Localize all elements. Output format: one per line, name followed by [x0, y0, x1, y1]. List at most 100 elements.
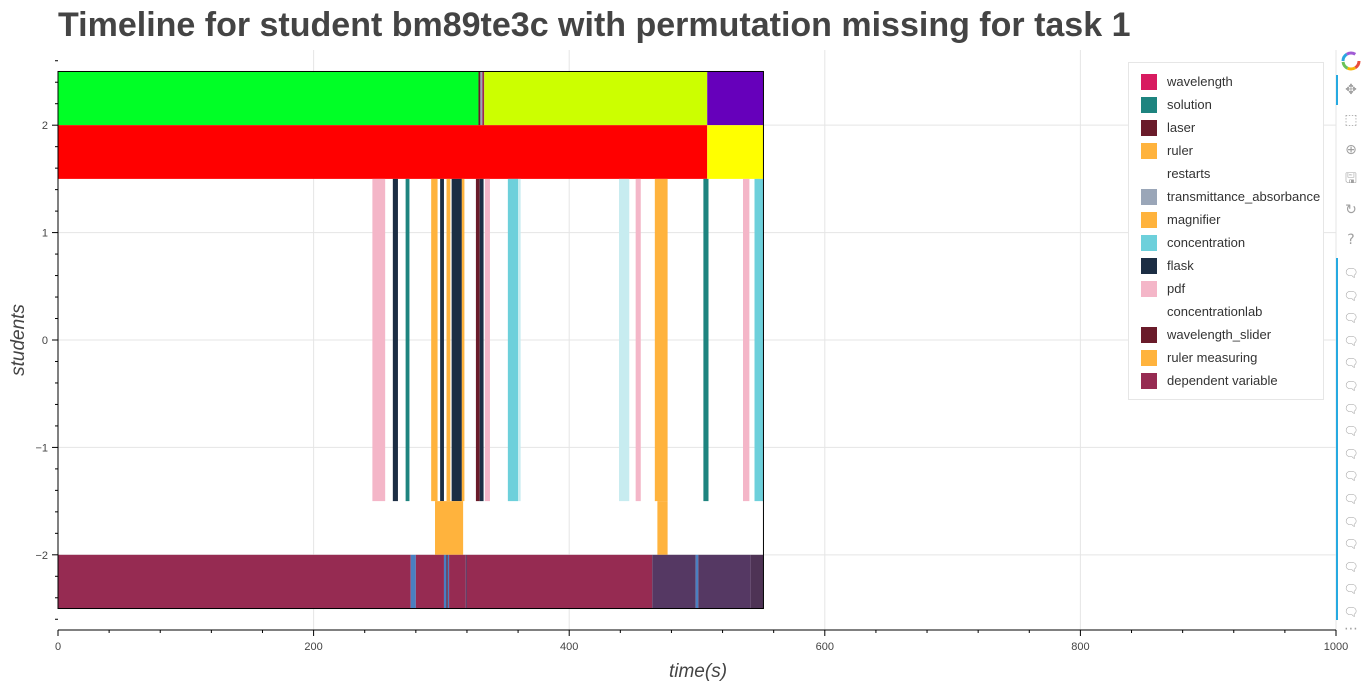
timeline-bar	[440, 178, 444, 502]
timeline-bar	[743, 178, 750, 502]
y-tick-label: −1	[35, 442, 48, 454]
timeline-bar	[635, 178, 641, 502]
timeline-bar	[703, 178, 709, 502]
legend-label: wavelength	[1167, 74, 1233, 89]
timeline-bar	[478, 71, 481, 126]
legend-item[interactable]: laser	[1141, 116, 1195, 139]
timeline-bar	[372, 178, 386, 502]
legend-label: transmittance_absorbance	[1167, 189, 1321, 204]
hover-tool-icon[interactable]: 🗨	[1343, 288, 1359, 303]
hover-tool-icon[interactable]: 🗨	[1343, 514, 1359, 529]
x-tick-label: 1000	[1324, 641, 1348, 653]
legend-item[interactable]: solution	[1141, 93, 1212, 116]
timeline-bar	[750, 554, 764, 609]
chart-title: Timeline for student bm89te3c with permu…	[58, 6, 1131, 44]
chart-legend: wavelength solution laser ruler restarts tran…	[1128, 62, 1324, 400]
timeline-bar	[443, 554, 447, 609]
legend-label: flask	[1167, 258, 1194, 273]
legend-label: concentration	[1167, 235, 1246, 250]
hover-tool-icon[interactable]: 🗨	[1343, 605, 1359, 619]
timeline-bar	[480, 71, 483, 126]
timeline-bar	[410, 554, 416, 609]
legend-item[interactable]: ruler	[1141, 139, 1193, 162]
legend-swatch	[1141, 142, 1157, 159]
hover-tool-icon[interactable]: 🗨	[1343, 469, 1359, 484]
legend-swatch	[1141, 211, 1157, 228]
timeline-bar	[484, 71, 708, 126]
timeline-bar	[58, 125, 708, 179]
bokeh-logo-icon[interactable]	[1340, 50, 1362, 72]
legend-swatch	[1141, 349, 1157, 366]
timeline-bar	[754, 178, 764, 502]
legend-item[interactable]: wavelength_slider	[1141, 323, 1271, 346]
legend-swatch	[1141, 326, 1157, 343]
legend-label: magnifier	[1167, 212, 1221, 227]
legend-swatch	[1141, 188, 1157, 205]
y-tick-label: −2	[35, 550, 48, 562]
timeline-bar	[484, 178, 490, 502]
legend-item[interactable]: concentrationlab	[1141, 300, 1262, 323]
legend-label: pdf	[1167, 281, 1186, 296]
legend-swatch	[1141, 372, 1157, 389]
legend-label: concentrationlab	[1167, 304, 1263, 319]
legend-item[interactable]: pdf	[1141, 277, 1185, 300]
hover-tool-icon[interactable]: 🗨	[1343, 333, 1359, 348]
box-zoom-tool-icon[interactable]: ⬚	[1344, 112, 1358, 128]
legend-item[interactable]: transmittance_absorbance	[1141, 185, 1320, 208]
legend-item[interactable]: flask	[1141, 254, 1194, 277]
help-tool-icon[interactable]: ?	[1347, 232, 1355, 248]
timeline-bars	[58, 71, 764, 609]
hover-tool-icon[interactable]: 🗨	[1343, 559, 1359, 574]
timeline-bar	[446, 554, 448, 609]
legend-item[interactable]: restarts	[1141, 162, 1210, 185]
y-axis-ticks: −2 −1 0 1 2	[35, 60, 58, 620]
legend-label: dependent variable	[1167, 373, 1278, 388]
hover-tool-icon[interactable]: 🗨	[1343, 311, 1359, 326]
timeline-bar	[58, 71, 479, 126]
hover-tool-icon[interactable]: 🗨	[1343, 401, 1359, 416]
x-tick-label: 400	[560, 641, 578, 653]
legend-swatch	[1141, 119, 1157, 136]
timeline-bar	[479, 178, 484, 502]
legend-item[interactable]: concentration	[1141, 231, 1245, 254]
save-tool-icon[interactable]: 🖫	[1345, 171, 1357, 187]
legend-item[interactable]: dependent variable	[1141, 369, 1278, 392]
timeline-bar	[451, 178, 462, 502]
hover-tool-icon[interactable]: 🗨	[1343, 582, 1359, 597]
hover-tool-icon[interactable]: 🗨	[1343, 424, 1359, 439]
hover-tool-icon[interactable]: 🗨	[1343, 492, 1359, 506]
timeline-bar	[652, 554, 696, 609]
legend-item[interactable]: wavelength	[1141, 70, 1233, 93]
legend-swatch	[1141, 280, 1157, 297]
more-tools-icon[interactable]: ⋯	[1344, 621, 1358, 637]
timeline-bar	[482, 71, 485, 126]
wheel-zoom-tool-icon[interactable]: ⊕	[1345, 142, 1357, 158]
timeline-bar	[475, 178, 480, 502]
legend-item[interactable]: ruler measuring	[1141, 346, 1257, 369]
x-axis-ticks: 0 200 400 600 800 1000	[55, 630, 1348, 653]
x-tick-label: 600	[816, 641, 834, 653]
hover-tool-icon[interactable]: 🗨	[1343, 537, 1359, 552]
timeline-bar	[657, 501, 668, 555]
legend-item[interactable]: magnifier	[1141, 208, 1220, 231]
hover-tool-icon[interactable]: 🗨	[1343, 446, 1359, 461]
legend-label: ruler	[1167, 143, 1194, 158]
hover-tool-icon[interactable]: 🗨	[1343, 356, 1359, 371]
y-tick-label: 1	[42, 228, 48, 240]
hover-tool-icon[interactable]: 🗨	[1343, 266, 1359, 280]
plot-toolbar: ✥ ⬚ ⊕ 🖫 ↻? 🗨 🗨 🗨 🗨 🗨 🗨 🗨 🗨 🗨 🗨 🗨 🗨 🗨 🗨 🗨 🗨 ⋯	[1336, 48, 1366, 683]
timeline-bar	[695, 554, 699, 609]
legend-swatch	[1141, 234, 1157, 251]
reset-tool-icon[interactable]: ↻	[1345, 202, 1357, 218]
toolbar-accent-bottom	[1336, 258, 1338, 620]
timeline-bar	[619, 178, 630, 502]
legend-label: restarts	[1167, 166, 1211, 181]
x-tick-label: 0	[55, 641, 61, 653]
x-tick-label: 200	[304, 641, 322, 653]
timeline-bar	[466, 554, 653, 609]
timeline-bar	[507, 178, 519, 502]
hover-tool-icon[interactable]: 🗨	[1343, 379, 1359, 393]
axes: 0 200 400 600 800 1000 −2 −1 0 1 2	[35, 60, 1348, 653]
pan-tool-icon[interactable]: ✥	[1345, 82, 1357, 98]
